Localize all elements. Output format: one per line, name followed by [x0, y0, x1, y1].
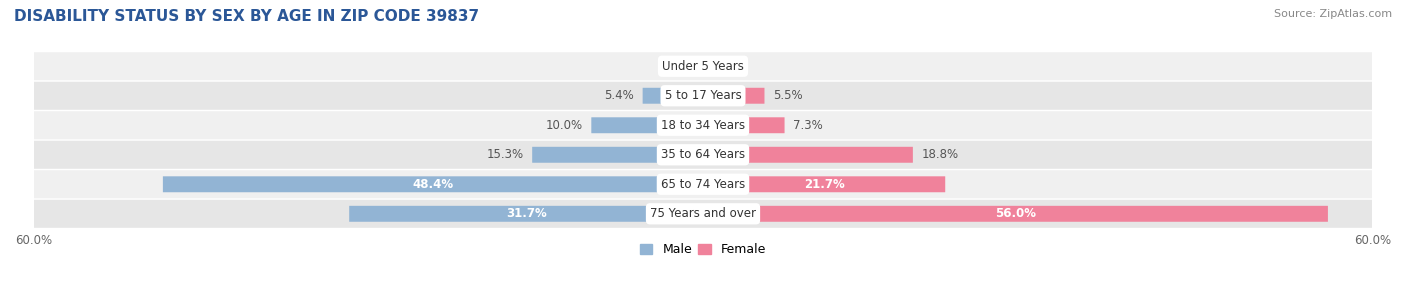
Text: 7.3%: 7.3% — [793, 119, 823, 132]
FancyBboxPatch shape — [703, 206, 1327, 222]
Text: Under 5 Years: Under 5 Years — [662, 60, 744, 73]
FancyBboxPatch shape — [163, 176, 703, 192]
Text: 15.3%: 15.3% — [486, 148, 523, 161]
Text: 21.7%: 21.7% — [804, 178, 845, 191]
Text: 0.0%: 0.0% — [665, 60, 695, 73]
Legend: Male, Female: Male, Female — [636, 238, 770, 261]
Text: 65 to 74 Years: 65 to 74 Years — [661, 178, 745, 191]
Text: Source: ZipAtlas.com: Source: ZipAtlas.com — [1274, 9, 1392, 19]
Text: 18.8%: 18.8% — [922, 148, 959, 161]
FancyBboxPatch shape — [703, 176, 945, 192]
Text: 75 Years and over: 75 Years and over — [650, 207, 756, 220]
Text: 0.0%: 0.0% — [711, 60, 741, 73]
FancyBboxPatch shape — [703, 147, 912, 163]
FancyBboxPatch shape — [34, 82, 1372, 110]
FancyBboxPatch shape — [34, 111, 1372, 139]
Text: 18 to 34 Years: 18 to 34 Years — [661, 119, 745, 132]
Text: DISABILITY STATUS BY SEX BY AGE IN ZIP CODE 39837: DISABILITY STATUS BY SEX BY AGE IN ZIP C… — [14, 9, 479, 24]
Text: 10.0%: 10.0% — [546, 119, 582, 132]
Text: 5.5%: 5.5% — [773, 89, 803, 102]
FancyBboxPatch shape — [34, 200, 1372, 228]
Text: 5 to 17 Years: 5 to 17 Years — [665, 89, 741, 102]
FancyBboxPatch shape — [643, 88, 703, 104]
FancyBboxPatch shape — [533, 147, 703, 163]
Text: 56.0%: 56.0% — [995, 207, 1036, 220]
Text: 35 to 64 Years: 35 to 64 Years — [661, 148, 745, 161]
FancyBboxPatch shape — [34, 141, 1372, 169]
FancyBboxPatch shape — [703, 88, 765, 104]
FancyBboxPatch shape — [592, 117, 703, 133]
FancyBboxPatch shape — [34, 52, 1372, 80]
Text: 48.4%: 48.4% — [412, 178, 454, 191]
Text: 5.4%: 5.4% — [605, 89, 634, 102]
FancyBboxPatch shape — [703, 117, 785, 133]
FancyBboxPatch shape — [34, 170, 1372, 198]
FancyBboxPatch shape — [349, 206, 703, 222]
Text: 31.7%: 31.7% — [506, 207, 547, 220]
